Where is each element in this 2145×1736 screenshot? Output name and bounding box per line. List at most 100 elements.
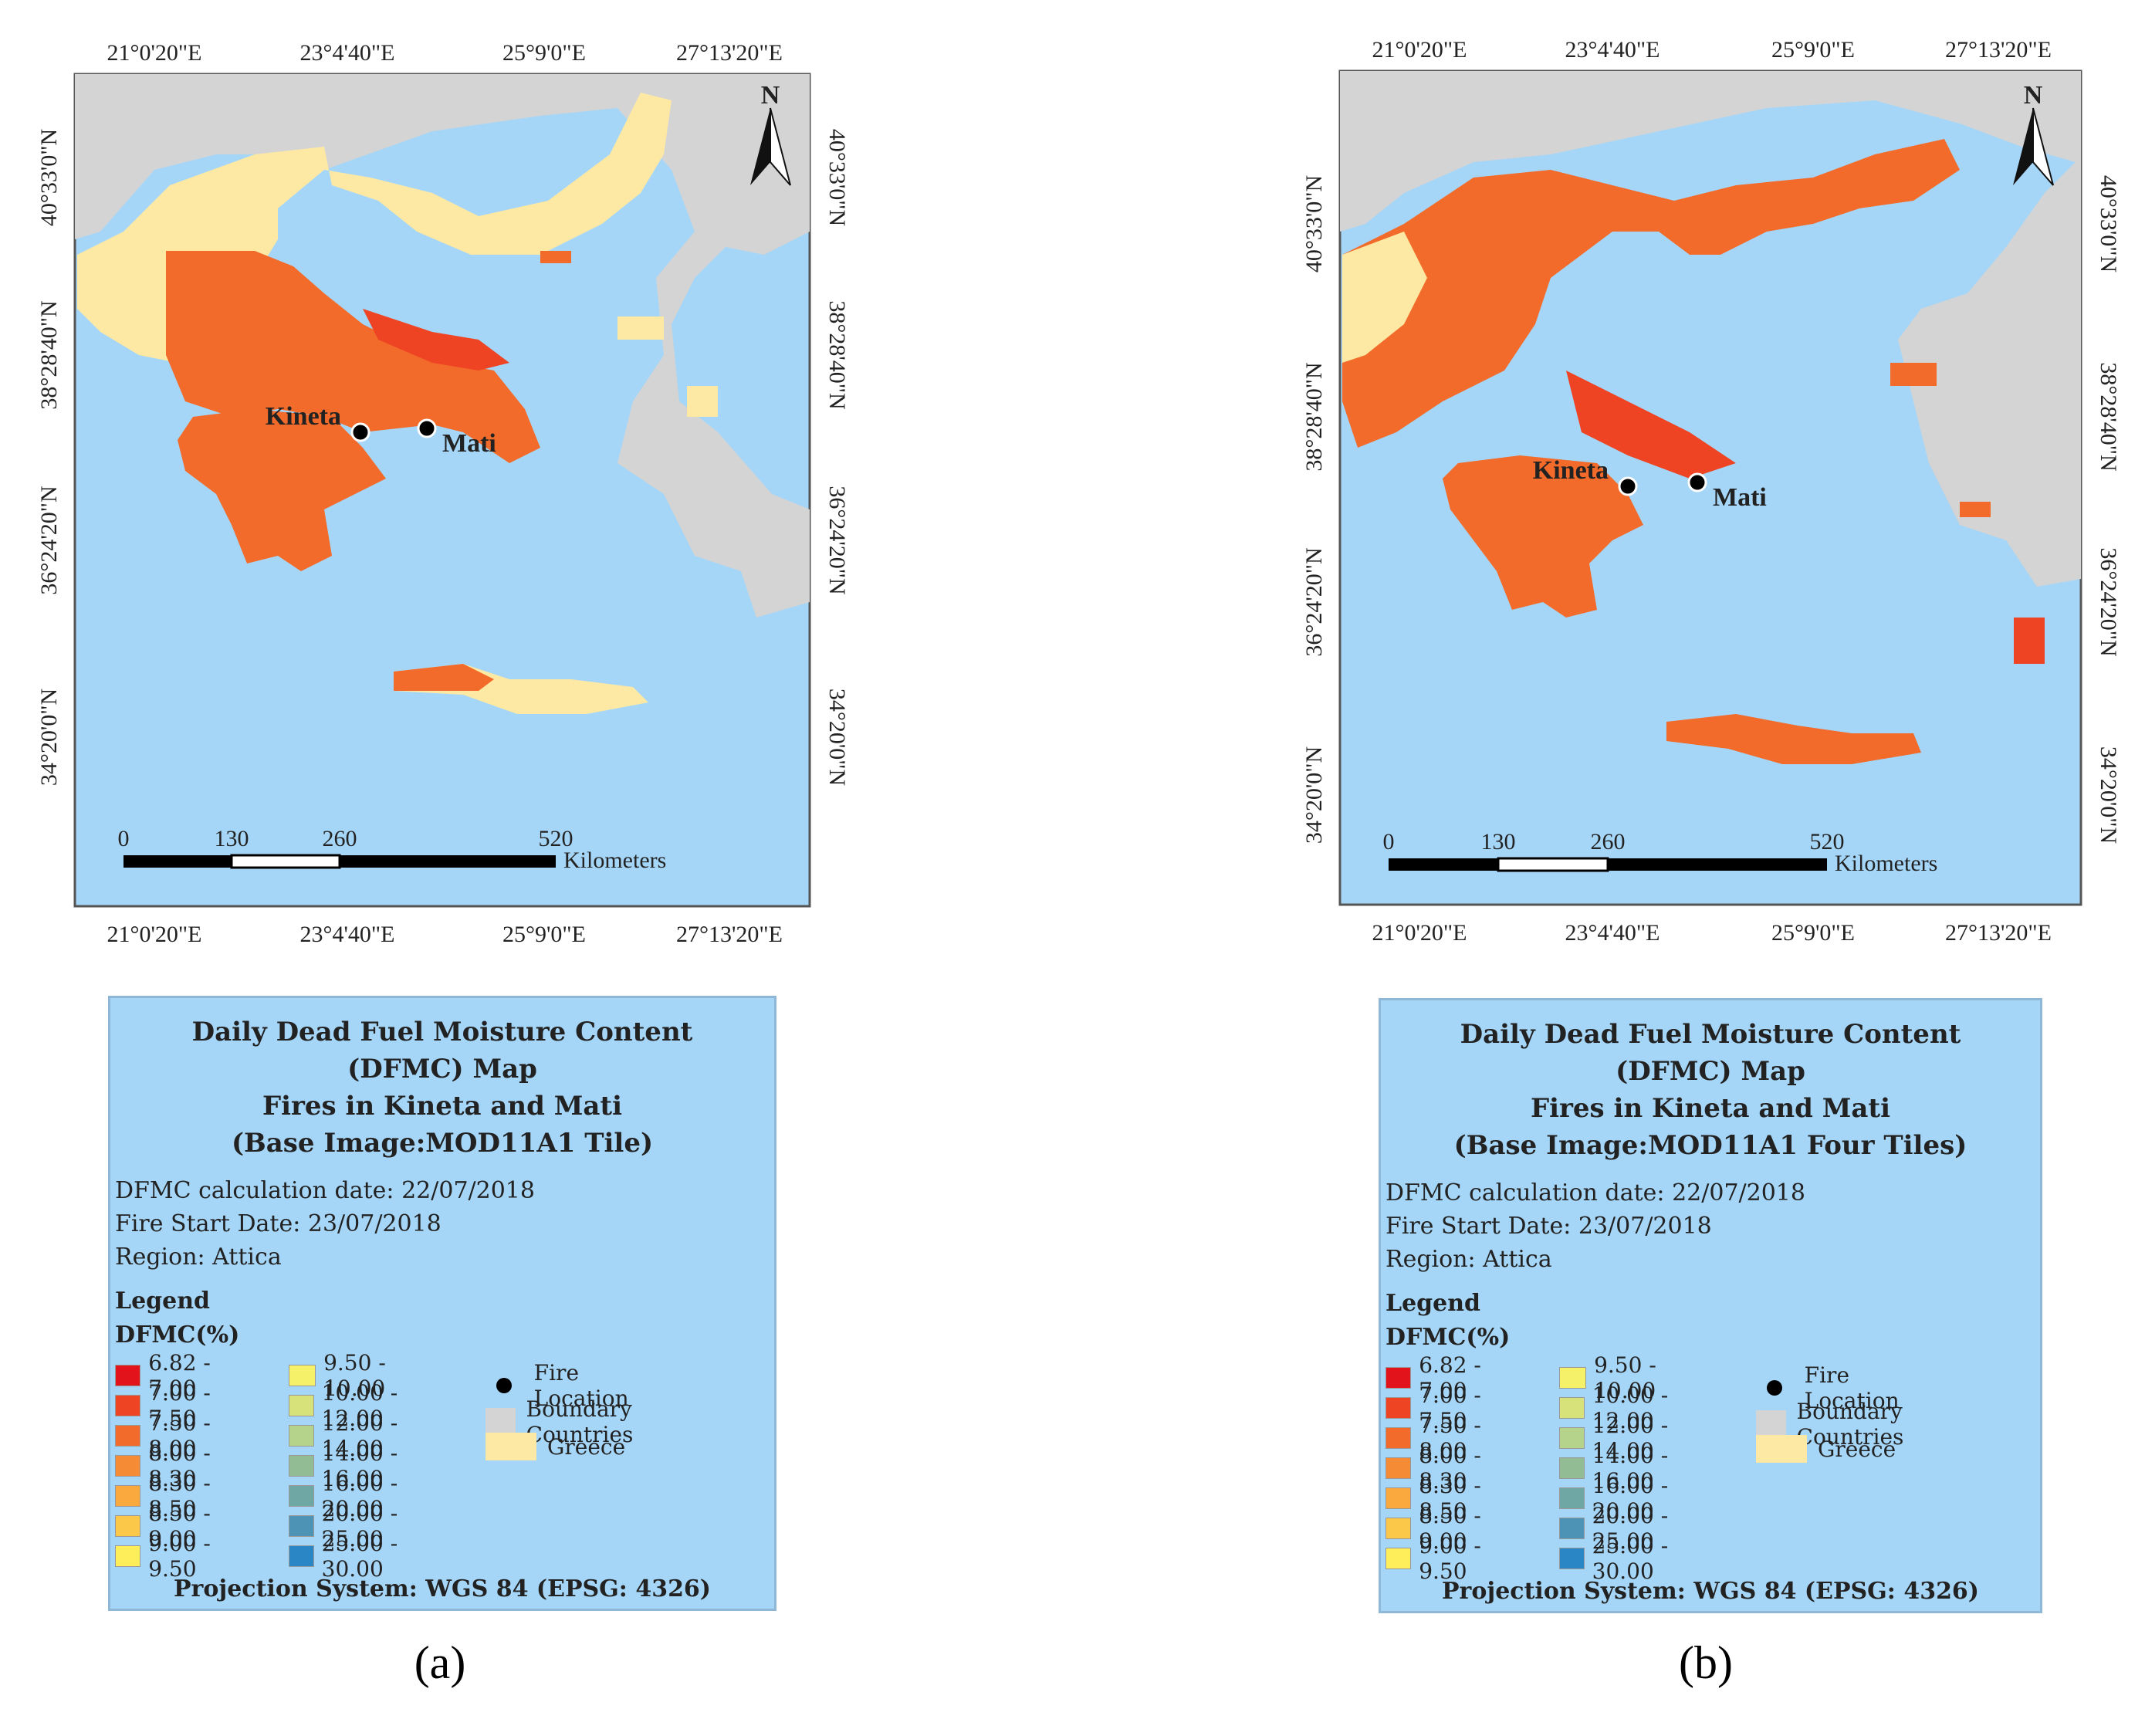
dfmc-class-label: 14.00 - 16.00 <box>1592 1443 1669 1494</box>
dfmc-class-item: 9.00 - 9.50 <box>1385 1533 1485 1584</box>
projection-text: Projection System: WGS 84 (EPSG: 4326) <box>173 1575 712 1602</box>
dfmc-swatch <box>289 1545 314 1567</box>
bottom-longitude-tick: 27°13'20"E <box>1945 920 2052 946</box>
left-latitude-tick: 36°24'20"N <box>36 486 62 594</box>
dfmc-swatch <box>115 1515 141 1537</box>
island <box>2014 618 2045 664</box>
bottom-longitude-tick: 27°13'20"E <box>676 922 783 947</box>
dfmc-class-label: 9.00 - 9.50 <box>148 1531 211 1582</box>
fire-location-marker <box>350 422 370 442</box>
symbol-label: Boundary Countries <box>1796 1399 1904 1450</box>
dfmc-peloponnese <box>1443 455 1643 618</box>
dfmc-class-label: 12.00 - 14.00 <box>1592 1413 1669 1464</box>
dfmc-class-item: 16.00 - 20.00 <box>289 1470 402 1521</box>
legend-panel: Daily Dead Fuel Moisture Content (DFMC) … <box>108 996 776 1611</box>
fire-location-marker <box>1618 476 1638 496</box>
scalebar-tick: 130 <box>215 826 249 851</box>
map-a: 21°0'20"E 23°4'40"E 25°9'0"E 27°13'20"E 21°0… <box>36 40 850 947</box>
dfmc-crete <box>394 664 494 691</box>
dfmc-class-label: 16.00 - 20.00 <box>321 1470 398 1521</box>
bottom-longitude-tick: 23°4'40"E <box>1565 920 1660 946</box>
dfmc-class-label: 9.00 - 9.50 <box>1419 1533 1481 1584</box>
dfmc-class-item: 12.00 - 14.00 <box>289 1410 402 1461</box>
symbol-legend-item: Fire Location <box>1756 1362 1913 1413</box>
dfmc-class-item: 14.00 - 16.00 <box>289 1440 402 1491</box>
panel-b: 21°0'20"E 23°4'40"E 25°9'0"E 27°13'20"E 21°0… <box>1072 0 2144 1736</box>
title-line: Fires in Kineta and Mati <box>262 1091 623 1122</box>
panel-a: 21°0'20"E 23°4'40"E 25°9'0"E 27°13'20"E 21°0… <box>0 0 1072 1736</box>
bottom-longitude-tick: 21°0'20"E <box>1372 920 1467 946</box>
fire-location-marker <box>1687 472 1707 492</box>
legend-info: DFMC calculation date: 22/07/2018 Fire S… <box>115 1174 774 1274</box>
symbol-label: Fire Location <box>533 1360 629 1411</box>
symbol-legend-item: Boundary Countries <box>1756 1399 1925 1450</box>
scalebar-tick: 0 <box>118 826 130 851</box>
title-line: (Base Image:MOD11A1 Four Tiles) <box>1453 1130 1967 1161</box>
bottom-longitude-tick: 25°9'0"E <box>502 922 586 947</box>
symbol-swatch <box>1756 1435 1807 1463</box>
dfmc-swatch <box>115 1545 141 1567</box>
fire-location-icon <box>1756 1374 1794 1402</box>
dfmc-swatch <box>1385 1367 1412 1389</box>
dfmc-class-item: 8.00 - 8.30 <box>115 1440 215 1491</box>
dfmc-class-item: 9.00 - 9.50 <box>115 1531 215 1582</box>
dfmc-swatch <box>1559 1427 1585 1449</box>
dfmc-class-item: 7.50 - 8.00 <box>1385 1413 1485 1464</box>
fire-location-marker <box>417 418 437 438</box>
dfmc-swatch <box>1559 1397 1585 1419</box>
map-b: 21°0'20"E 23°4'40"E 25°9'0"E 27°13'20"E 21°0… <box>1301 37 2121 946</box>
dfmc-swatch <box>1559 1487 1585 1509</box>
dfmc-class-label: 9.50 - 10.00 <box>323 1350 386 1401</box>
dfmc-class-item: 20.00 - 25.00 <box>289 1501 402 1552</box>
top-longitude-tick: 25°9'0"E <box>502 40 586 66</box>
crete <box>1666 714 1921 764</box>
projection-text: Projection System: WGS 84 (EPSG: 4326) <box>1441 1578 1980 1605</box>
right-latitude-tick: 34°20'0"N <box>2096 746 2121 844</box>
dfmc-class-item: 12.00 - 14.00 <box>1559 1413 1673 1464</box>
dfmc-class-item: 8.30 - 8.50 <box>115 1470 215 1521</box>
right-latitude-tick: 40°33'0"N <box>824 129 850 226</box>
symbol-legend-item: Fire Location <box>486 1360 642 1411</box>
dfmc-evia <box>363 309 509 371</box>
dfmc-swatch <box>115 1455 141 1477</box>
symbol-legend-item: Greece <box>1756 1435 1896 1463</box>
dfmc-evia <box>1566 371 1736 479</box>
scalebar-tick: 520 <box>539 826 573 851</box>
scalebar-tick: 130 <box>1481 829 1516 854</box>
fire-location-icon <box>486 1372 523 1399</box>
dfmc-class-label: 6.82 - 7.00 <box>1419 1352 1481 1403</box>
right-latitude-tick: 38°28'40"N <box>824 300 850 409</box>
dfmc-class-item: 8.00 - 8.30 <box>1385 1443 1485 1494</box>
dfmc-class-label: 8.30 - 8.50 <box>148 1470 211 1521</box>
scalebar-tick: 520 <box>1810 829 1845 854</box>
scalebar-segment <box>1389 858 1498 871</box>
left-latitude-tick: 36°24'20"N <box>1301 547 1327 656</box>
dfmc-class-label: 12.00 - 14.00 <box>321 1410 398 1461</box>
dfmc-class-label: 10.00 - 12.00 <box>321 1380 398 1431</box>
dfmc-class-item: 9.50 - 10.00 <box>1559 1352 1673 1403</box>
island <box>1960 502 1991 517</box>
dfmc-swatch <box>115 1395 141 1416</box>
left-latitude-tick: 40°33'0"N <box>1301 175 1327 272</box>
symbol-swatch <box>1756 1410 1786 1438</box>
legend-title: Daily Dead Fuel Moisture Content (DFMC) … <box>110 1014 774 1162</box>
dfmc-class-item: 10.00 - 12.00 <box>289 1380 402 1431</box>
title-line: (DFMC) Map <box>347 1054 537 1085</box>
legend-heading: Legend <box>115 1288 211 1315</box>
boundary-countries-area <box>75 74 810 618</box>
dfmc-class-item: 9.50 - 10.00 <box>289 1350 402 1401</box>
north-arrow-icon <box>750 108 770 185</box>
dfmc-class-item: 8.30 - 8.50 <box>1385 1473 1485 1524</box>
dfmc-class-label: 8.00 - 8.30 <box>148 1440 211 1491</box>
panel-caption: (b) <box>1679 1637 1733 1688</box>
dfmc-swatch <box>1385 1518 1412 1539</box>
scalebar-segment <box>123 855 232 868</box>
north-arrow-icon <box>2013 108 2033 185</box>
top-longitude-tick: 23°4'40"E <box>300 40 395 66</box>
dfmc-class-item: 7.00 - 7.50 <box>1385 1382 1485 1433</box>
scalebar-unit: Kilometers <box>1835 851 1937 876</box>
bottom-longitude-tick: 25°9'0"E <box>1771 920 1855 946</box>
greece-west <box>1342 232 1427 363</box>
place-label-kineta: Kineta <box>1533 456 1609 485</box>
dfmc-class-label: 25.00 - 30.00 <box>321 1531 398 1582</box>
